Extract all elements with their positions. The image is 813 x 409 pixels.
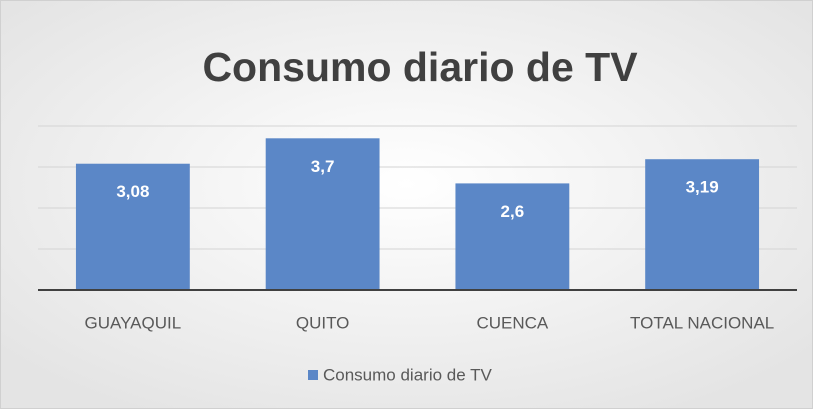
- data-label: 3,19: [686, 178, 719, 197]
- data-label: 3,7: [311, 157, 335, 176]
- bar: [455, 183, 570, 290]
- x-tick-label: CUENCA: [476, 313, 548, 332]
- x-tick-label: GUAYAQUIL: [85, 313, 182, 332]
- bar: [645, 159, 760, 290]
- chart-title: Consumo diario de TV: [202, 44, 638, 90]
- x-tick-label: QUITO: [296, 313, 350, 332]
- legend-swatch: [308, 370, 318, 380]
- bar: [75, 163, 190, 290]
- data-label: 2,6: [501, 202, 525, 221]
- data-label: 3,08: [116, 182, 149, 201]
- x-tick-label: TOTAL NACIONAL: [630, 313, 774, 332]
- bar: [265, 138, 380, 290]
- legend-label: Consumo diario de TV: [323, 365, 492, 384]
